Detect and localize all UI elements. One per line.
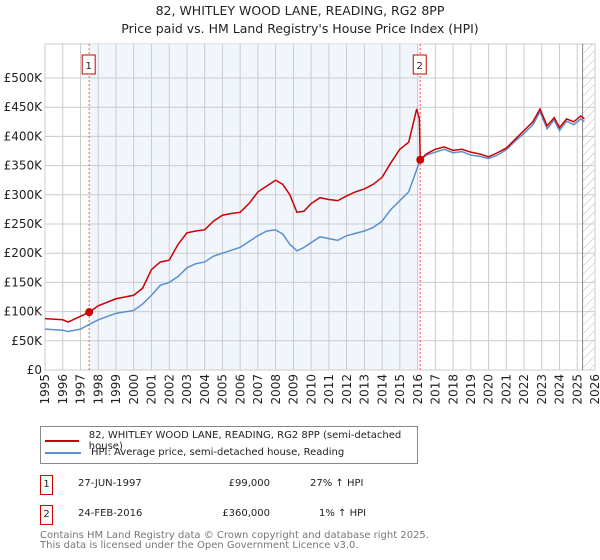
- x-tick-label: 2002: [162, 374, 176, 405]
- y-tick-label: £250K: [4, 217, 44, 231]
- x-tick-label: 2007: [251, 374, 265, 405]
- transaction-marker: 1: [40, 475, 53, 495]
- y-tick-label: £50K: [11, 334, 43, 348]
- legend-swatch-blue: [45, 451, 81, 454]
- x-tick-label: 2025: [570, 374, 584, 405]
- x-tick-label: 2022: [517, 374, 531, 405]
- x-tick-label: 1999: [109, 374, 123, 405]
- y-tick-label: £450K: [4, 100, 44, 114]
- y-tick-label: £500K: [4, 71, 44, 85]
- x-tick-label: 2016: [411, 374, 425, 405]
- footer-licence: This data is licensed under the Open Gov…: [40, 540, 359, 551]
- transaction-price: £99,000: [228, 478, 270, 489]
- transaction-hpi: 27% ↑ HPI: [310, 478, 364, 489]
- transaction-marker: 2: [40, 505, 53, 525]
- y-tick-label: £200K: [4, 246, 44, 260]
- y-tick-label: £100K: [4, 305, 44, 319]
- x-tick-label: 1998: [91, 374, 105, 405]
- x-tick-label: 2004: [198, 374, 212, 405]
- x-tick-label: 1997: [74, 374, 88, 405]
- x-tick-label: 2013: [358, 374, 372, 405]
- x-tick-label: 2003: [180, 374, 194, 405]
- legend-item-hpi: HPI: Average price, semi-detached house,…: [41, 447, 344, 458]
- transaction-price: £360,000: [222, 508, 270, 519]
- x-tick-label: 2026: [588, 374, 600, 405]
- x-tick-label: 2021: [499, 374, 513, 405]
- price-chart: 1995 1996 1997 1998 1999 2000 2001 2002 2003 2004…: [4, 43, 600, 405]
- annotation-box: [81, 54, 96, 75]
- chart-subtitle: Price paid vs. HM Land Registry's House …: [121, 21, 479, 36]
- x-tick-label: 2008: [269, 374, 283, 405]
- x-tick-label: 2014: [375, 374, 389, 405]
- x-tick-label: 2012: [340, 374, 354, 405]
- legend-label: HPI: Average price, semi-detached house,…: [91, 447, 345, 458]
- x-tick-label: 1995: [38, 374, 52, 405]
- x-tick-label: 2023: [535, 374, 549, 405]
- legend-item-property: 82, WHITLEY WOOD LANE, READING, RG2 8PP …: [41, 430, 417, 452]
- legend-label: 82, WHITLEY WOOD LANE, READING, RG2 8PP …: [88, 430, 402, 452]
- x-tick-label: 2011: [322, 374, 336, 405]
- x-tick-label: 2001: [145, 374, 159, 405]
- x-tick-label: 1996: [56, 374, 70, 405]
- transaction-date: 24-FEB-2016: [78, 508, 143, 519]
- series-line-hpi: [44, 110, 585, 333]
- annotation-label: 2: [417, 61, 423, 72]
- series-line-property: [44, 107, 585, 323]
- transaction-row: 2 24-FEB-2016 £360,000 1% ↑ HPI: [40, 505, 440, 525]
- highlight-band: [89, 44, 421, 370]
- y-tick-label: £0: [27, 363, 42, 377]
- x-tick-label: 2020: [482, 374, 496, 405]
- sale-point: [416, 155, 425, 164]
- x-tick-label: 2010: [304, 374, 318, 405]
- annotation-label: 1: [85, 61, 91, 72]
- sale-point: [85, 308, 94, 317]
- transaction-row: 1 27-JUN-1997 £99,000 27% ↑ HPI: [40, 475, 440, 495]
- x-tick-label: 2009: [287, 374, 301, 405]
- x-tick-label: 2018: [446, 374, 460, 405]
- x-tick-label: 2019: [464, 374, 478, 405]
- transaction-date: 27-JUN-1997: [78, 478, 142, 489]
- x-tick-label: 2024: [553, 374, 567, 405]
- footer-copyright: Contains HM Land Registry data © Crown c…: [40, 530, 429, 541]
- y-tick-label: £400K: [4, 129, 44, 143]
- annotation-box: [412, 54, 427, 75]
- transaction-hpi: 1% ↑ HPI: [319, 508, 367, 519]
- x-tick-label: 2006: [233, 374, 247, 405]
- y-tick-label: £300K: [4, 188, 44, 202]
- x-tick-label: 2017: [429, 374, 443, 405]
- x-tick-label: 2015: [393, 374, 407, 405]
- x-tick-label: 2005: [216, 374, 230, 405]
- future-hatch: [582, 44, 595, 370]
- legend-swatch-red: [45, 440, 79, 442]
- chart-title: 82, WHITLEY WOOD LANE, READING, RG2 8PP: [155, 3, 445, 18]
- y-tick-label: £150K: [4, 275, 44, 289]
- legend: 82, WHITLEY WOOD LANE, READING, RG2 8PP …: [40, 426, 418, 464]
- footer: Contains HM Land Registry data © Crown c…: [40, 531, 429, 551]
- x-tick-label: 2000: [127, 374, 141, 405]
- y-tick-label: £350K: [4, 159, 44, 173]
